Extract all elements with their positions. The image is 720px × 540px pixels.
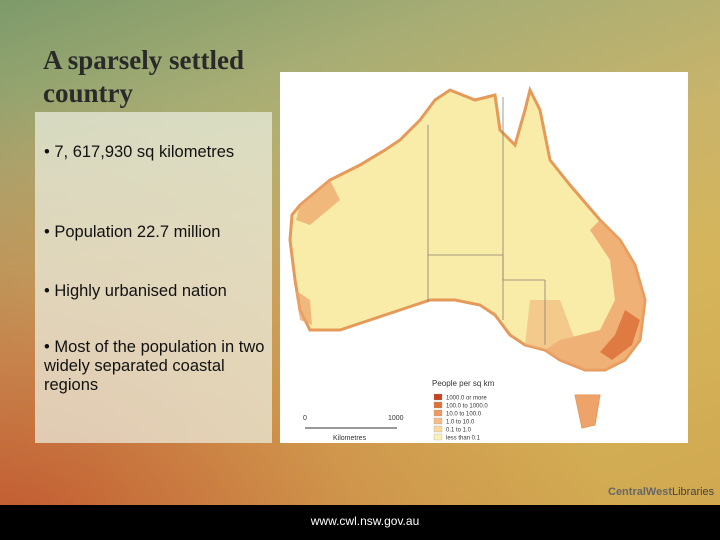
- legend-swatch: [433, 425, 443, 433]
- legend-swatch: [433, 417, 443, 425]
- bullet: • Most of the population in two widely s…: [44, 338, 265, 394]
- legend-label: 0.1 to 1.0: [446, 428, 472, 434]
- legend-swatch: [433, 409, 443, 417]
- footer: www.cwl.nsw.gov.au: [0, 505, 720, 540]
- legend-swatch: [433, 393, 443, 401]
- legend-title: People per sq km: [432, 379, 495, 388]
- logo-text: Libraries: [671, 486, 715, 498]
- legend-swatch: [433, 433, 443, 441]
- footer-url: www.cwl.nsw.gov.au: [310, 514, 420, 528]
- legend-label: less than 0.1: [446, 436, 481, 442]
- slide-title: A sparsely settled country: [43, 45, 244, 108]
- scale-label: 1000: [388, 415, 404, 422]
- logo-text: CentralWest: [608, 486, 672, 498]
- bullet: • Population 22.7 million: [44, 223, 221, 241]
- legend-label: 1.0 to 10.0: [446, 420, 475, 426]
- legend-swatch: [433, 401, 443, 409]
- legend-label: 1000.0 or more: [446, 396, 487, 402]
- text-panel: • 7, 617,930 sq kilometres • Population …: [35, 112, 272, 443]
- map: People per sq km 1000.0 or more 100.0 to …: [280, 72, 688, 443]
- legend-label: 100.0 to 1000.0: [446, 404, 488, 410]
- bullet: • 7, 617,930 sq kilometres: [44, 143, 235, 161]
- scale-unit: Kilometres: [333, 435, 367, 442]
- legend-label: 10.0 to 100.0: [446, 412, 482, 418]
- scale-label: 0: [303, 415, 307, 422]
- bullet: • Highly urbanised nation: [44, 282, 227, 300]
- logo: CentralWestLibraries: [608, 486, 714, 498]
